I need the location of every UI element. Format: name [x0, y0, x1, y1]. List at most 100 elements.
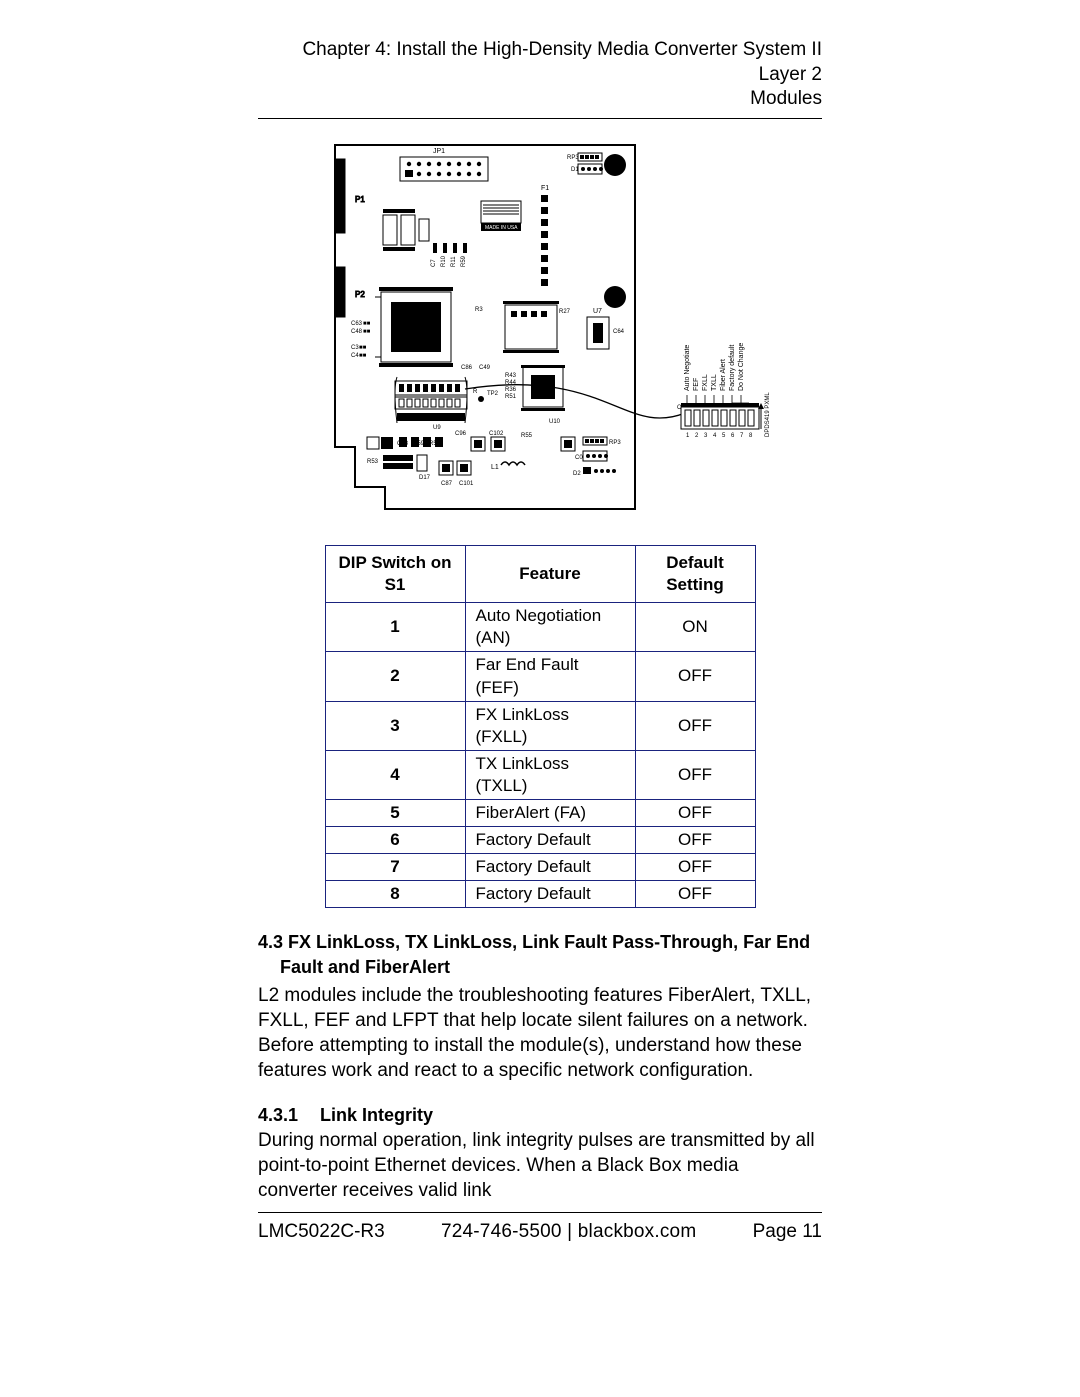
svg-text:4: 4	[713, 433, 717, 439]
table-row: 6Factory DefaultOFF	[325, 827, 755, 854]
svg-text:R3: R3	[475, 307, 483, 313]
footer-contact: 724-746-5500 | blackbox.com	[441, 1221, 696, 1243]
dip-switch-table: DIP Switch on S1 Feature Default Setting…	[325, 545, 756, 908]
svg-text:U7: U7	[593, 308, 602, 315]
cell-feature: Factory Default	[465, 827, 635, 854]
section-4-3-body: L2 modules include the troubleshooting f…	[258, 983, 822, 1083]
section-4-3-number: 4.3	[258, 932, 283, 952]
chapter-line1: Chapter 4: Install the High-Density Medi…	[302, 39, 822, 85]
svg-text:RP3: RP3	[567, 155, 579, 161]
svg-text:R51: R51	[505, 394, 517, 400]
section-4-3-title: FX LinkLoss, TX LinkLoss, Link Fault Pas…	[280, 932, 810, 976]
table-row: 7Factory DefaultOFF	[325, 854, 755, 881]
th-switch: DIP Switch on S1	[325, 546, 465, 603]
svg-text:R11: R11	[451, 256, 457, 267]
svg-text:U9: U9	[433, 425, 441, 431]
callout-label-7: Do Not Change	[738, 343, 745, 391]
cell-feature: Auto Negotiation (AN)	[465, 603, 635, 652]
svg-text:7: 7	[740, 433, 744, 439]
callout-label-3: FXLL	[702, 374, 709, 391]
svg-text:5: 5	[722, 433, 726, 439]
footer-page-number: Page 11	[753, 1221, 822, 1243]
cell-feature: Factory Default	[465, 854, 635, 881]
svg-text:R27: R27	[559, 309, 571, 315]
table-row: 8Factory DefaultOFF	[325, 881, 755, 908]
footer-rule: LMC5022C-R3 724-746-5500 | blackbox.com …	[258, 1212, 822, 1243]
cell-default: OFF	[635, 750, 755, 799]
callout-label-4: TXLL	[711, 374, 718, 391]
table-row: 1Auto Negotiation (AN)ON	[325, 603, 755, 652]
section-4-3-heading: 4.3 FX LinkLoss, TX LinkLoss, Link Fault…	[258, 930, 822, 979]
callout-footer: DPDS419 PXML	[765, 392, 771, 437]
table-row: 5FiberAlert (FA)OFF	[325, 800, 755, 827]
svg-text:D17: D17	[419, 475, 431, 481]
dip-table-body: 1Auto Negotiation (AN)ON2Far End Fault (…	[325, 603, 755, 908]
cell-switch: 3	[325, 701, 465, 750]
cell-feature: TX LinkLoss (TXLL)	[465, 750, 635, 799]
cell-default: OFF	[635, 800, 755, 827]
th-feature: Feature	[465, 546, 635, 603]
svg-text:■■: ■■	[363, 329, 371, 335]
svg-text:F1: F1	[541, 185, 549, 192]
svg-text:C87: C87	[441, 481, 453, 487]
svg-text:3: 3	[704, 433, 708, 439]
cell-default: OFF	[635, 652, 755, 701]
svg-text:RP3: RP3	[609, 440, 621, 446]
section-4-3-1-body: During normal operation, link integrity …	[258, 1128, 822, 1203]
svg-text:C64: C64	[613, 329, 625, 335]
cell-switch: 8	[325, 881, 465, 908]
chapter-header: Chapter 4: Install the High-Density Medi…	[258, 38, 822, 119]
callout-label-2: FEF	[693, 378, 700, 391]
cell-switch: 2	[325, 652, 465, 701]
cell-default: OFF	[635, 701, 755, 750]
svg-text:R43: R43	[505, 373, 517, 379]
document-page: Chapter 4: Install the High-Density Medi…	[258, 38, 822, 1243]
svg-text:JP1: JP1	[433, 148, 445, 155]
svg-text:R55: R55	[521, 433, 533, 439]
svg-text:■■: ■■	[359, 345, 367, 351]
section-4-3-1-title: Link Integrity	[320, 1105, 433, 1125]
svg-text:D2: D2	[573, 471, 581, 477]
chapter-line2: Modules	[750, 88, 822, 109]
pcb-diagram: P1 P2 JP1 RP3 D1 F1	[305, 137, 775, 517]
svg-text:R59: R59	[461, 255, 467, 267]
cell-feature: FX LinkLoss (FXLL)	[465, 701, 635, 750]
svg-text:MADE IN USA: MADE IN USA	[485, 225, 518, 231]
callout-label-1: Auto Negotiate	[684, 345, 691, 391]
svg-text:C48: C48	[351, 329, 363, 335]
svg-text:C101: C101	[459, 481, 474, 487]
svg-text:P1: P1	[355, 195, 365, 204]
svg-text:R10: R10	[441, 255, 447, 267]
cell-feature: Factory Default	[465, 881, 635, 908]
cell-default: OFF	[635, 881, 755, 908]
th-default: Default Setting	[635, 546, 755, 603]
svg-text:1: 1	[686, 433, 690, 439]
svg-text:R53: R53	[367, 459, 379, 465]
svg-text:R: R	[473, 389, 478, 395]
cell-switch: 6	[325, 827, 465, 854]
svg-text:TP2: TP2	[487, 391, 499, 397]
svg-text:8: 8	[749, 433, 753, 439]
cell-feature: Far End Fault (FEF)	[465, 652, 635, 701]
svg-text:C63: C63	[351, 321, 363, 327]
svg-text:P2: P2	[355, 290, 365, 299]
cell-switch: 4	[325, 750, 465, 799]
svg-text:U10: U10	[549, 419, 561, 425]
cell-default: OFF	[635, 827, 755, 854]
dip-switch-callout: Auto Negotiate FEF FXLL TXLL Fiber Alert…	[677, 343, 771, 439]
footer-doc-id: LMC5022C-R3	[258, 1221, 385, 1243]
svg-text:C102: C102	[489, 431, 504, 437]
cell-default: OFF	[635, 854, 755, 881]
svg-text:C49: C49	[479, 365, 491, 371]
svg-text:■■: ■■	[363, 321, 371, 327]
svg-text:L1: L1	[491, 464, 499, 471]
table-row: 4TX LinkLoss (TXLL)OFF	[325, 750, 755, 799]
cell-default: ON	[635, 603, 755, 652]
table-row: 3FX LinkLoss (FXLL)OFF	[325, 701, 755, 750]
callout-label-5: Fiber Alert	[720, 359, 727, 391]
cell-switch: 5	[325, 800, 465, 827]
svg-text:2: 2	[695, 433, 699, 439]
callout-label-6: Factory default	[729, 345, 736, 391]
svg-text:■■: ■■	[359, 353, 367, 359]
table-row: 2Far End Fault (FEF)OFF	[325, 652, 755, 701]
